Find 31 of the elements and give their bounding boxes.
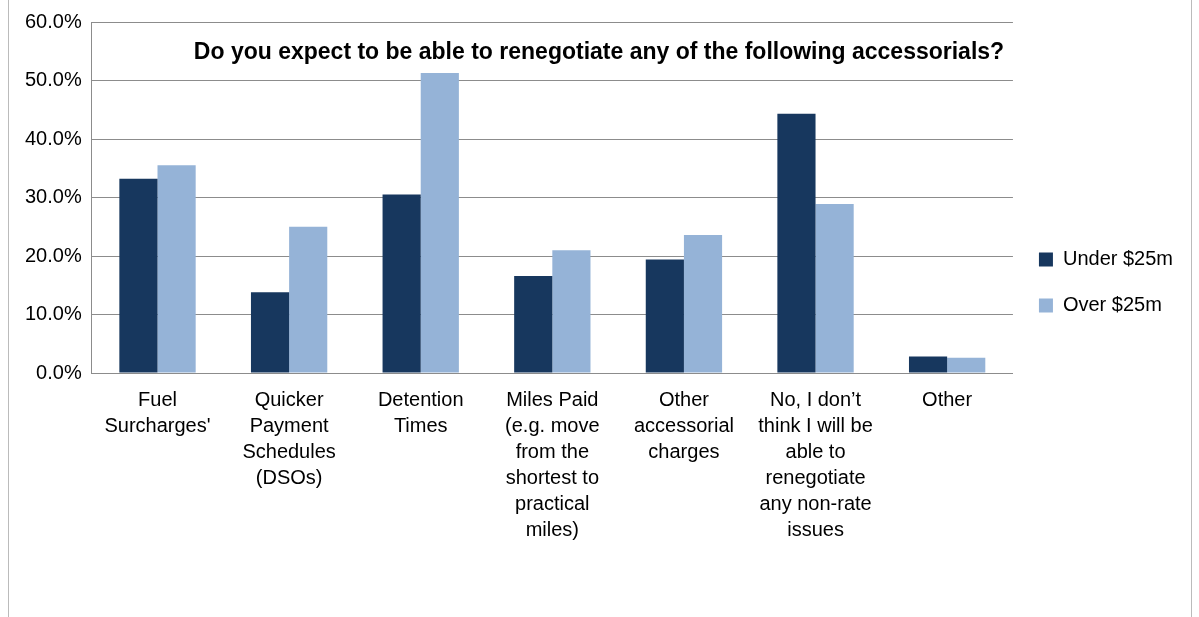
bar [947,357,986,373]
x-tick-label: Detention Times [377,387,464,436]
x-tick-label: No, I don’t think I will be able to renegotiate any non-rate issues [758,387,873,540]
legend-label: Over $25m [1062,293,1162,316]
bar [289,226,328,373]
x-tick-label: Other accessorial charges [633,387,734,462]
bar [908,356,948,373]
bar [250,292,290,373]
bar [815,203,854,373]
y-tick-label: 40.0% [24,126,82,149]
x-tick-label: Other [922,387,973,410]
bar [157,165,196,373]
bar [119,178,158,373]
bar [645,259,684,373]
y-tick-label: 20.0% [24,243,82,266]
bar [514,275,553,373]
text: Do you expect to be able to renegotiate any of the following accessorials? [193,37,1005,64]
bar [683,234,723,373]
y-tick-label: 60.0% [24,9,82,32]
y-tick-label: 0.0% [36,360,82,383]
bar [777,113,816,373]
y-tick-label: 30.0% [24,185,82,208]
legend-label: Under $25m [1062,247,1173,270]
bar [552,250,591,373]
bar [382,194,421,373]
x-tick-label: Fuel Surcharges' [104,387,211,436]
x-tick-label: Miles Paid (e.g. move from the shortest to practical miles) [505,387,600,540]
x-tick-label: Quicker Payment Schedules (DSOs) [242,387,336,488]
y-tick-label: 10.0% [24,302,82,325]
bar [420,72,459,373]
y-tick-label: 50.0% [24,68,82,91]
